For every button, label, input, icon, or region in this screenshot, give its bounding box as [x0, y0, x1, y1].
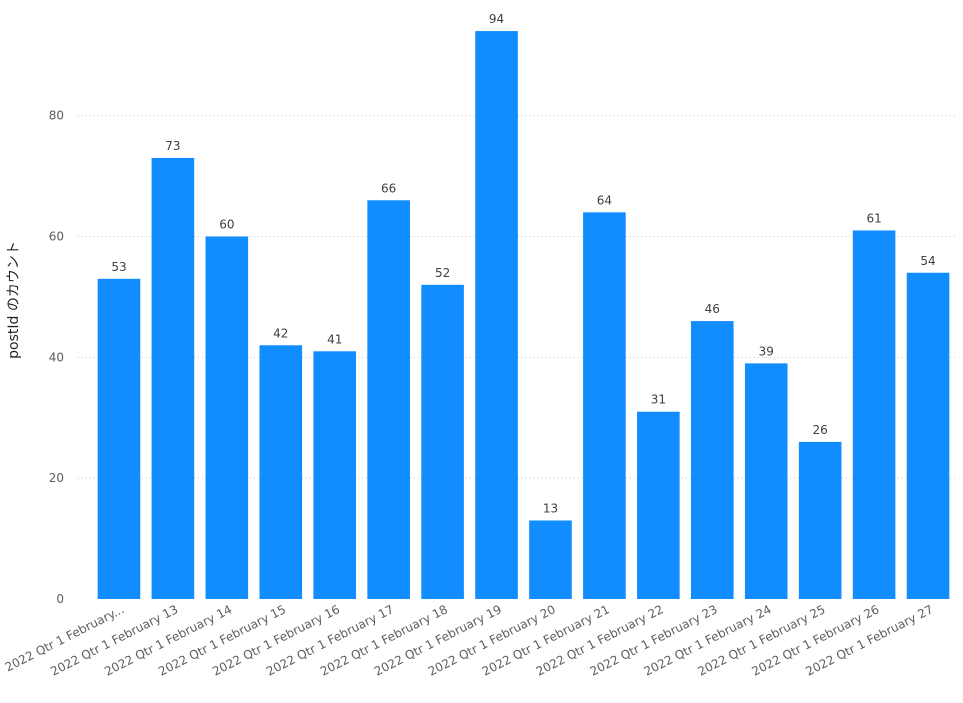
bar[interactable] — [259, 345, 303, 599]
y-tick-label: 80 — [49, 109, 64, 123]
bar[interactable] — [367, 200, 410, 599]
data-label: 53 — [111, 260, 126, 274]
data-label: 31 — [651, 393, 666, 407]
data-label: 41 — [327, 332, 342, 346]
data-label: 94 — [489, 12, 504, 26]
bar[interactable] — [475, 31, 518, 600]
bar[interactable] — [529, 520, 572, 599]
bar[interactable] — [205, 236, 249, 600]
data-label: 61 — [866, 211, 881, 225]
bar[interactable] — [151, 157, 195, 600]
bar[interactable] — [421, 284, 464, 599]
data-label: 13 — [543, 501, 558, 515]
data-label: 60 — [219, 218, 234, 232]
bar[interactable] — [906, 272, 950, 599]
gridlines — [78, 115, 958, 479]
data-labels: 53 73 60 42 41 66 52 94 13 64 31 46 39 26 61 54 — [111, 12, 935, 515]
data-label: 73 — [165, 139, 180, 153]
bar[interactable] — [744, 363, 788, 599]
bar[interactable] — [852, 230, 896, 600]
data-label: 39 — [759, 344, 774, 358]
bar[interactable] — [690, 321, 734, 599]
y-tick-label: 20 — [49, 471, 64, 485]
data-label: 64 — [597, 193, 612, 207]
data-label: 52 — [435, 266, 450, 280]
data-label: 26 — [813, 423, 828, 437]
x-axis-ticks: 2022 Qtr 1 February...2022 Qtr 1 Februar… — [3, 602, 936, 678]
data-label: 42 — [273, 326, 288, 340]
bars — [97, 31, 950, 600]
bar[interactable] — [637, 411, 680, 599]
y-tick-label: 40 — [49, 350, 64, 364]
data-label: 54 — [920, 254, 935, 268]
bar[interactable] — [583, 212, 626, 600]
bar[interactable] — [97, 278, 141, 599]
data-label: 46 — [705, 302, 720, 316]
y-tick-label: 0 — [56, 592, 64, 606]
y-axis-ticks: 0 20 40 60 80 — [49, 109, 64, 606]
bar[interactable] — [798, 441, 842, 599]
data-label: 66 — [381, 181, 396, 195]
y-tick-label: 60 — [49, 230, 64, 244]
y-axis-title: postId のカウント — [6, 241, 22, 359]
bar[interactable] — [313, 351, 357, 599]
